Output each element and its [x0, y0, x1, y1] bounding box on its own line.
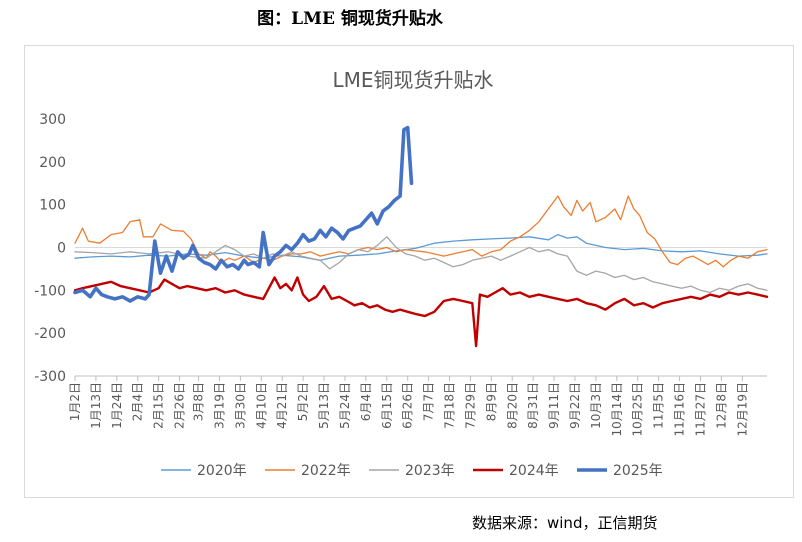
- series-line-2022年: [74, 195, 768, 268]
- y-tick-label: 100: [39, 198, 66, 214]
- x-tick-label: 10月3日: [589, 382, 603, 429]
- x-tick-label: 3月30日: [233, 382, 247, 429]
- series-lines: [73, 125, 769, 348]
- legend-label: 2022年: [301, 463, 351, 479]
- x-tick-label: 6月4日: [359, 382, 373, 421]
- x-tick-label: 1月24日: [110, 382, 124, 429]
- x-tick-label: 2月15日: [152, 382, 166, 429]
- source-note: 数据来源：wind，正信期货: [472, 514, 658, 532]
- x-axis: 1月2日 1月13日 1月24日 2月4日 2月15日 2月26日 3月8日 3月19日 3月3…: [68, 247, 767, 437]
- x-tick-label: 3月19日: [212, 382, 226, 429]
- x-tick-label: 5月2日: [296, 382, 310, 421]
- y-tick-label: 200: [39, 155, 66, 171]
- x-tick-label: 8月20日: [505, 382, 519, 429]
- x-tick-label: 12月8日: [714, 382, 728, 429]
- x-tick-label: 6月15日: [380, 382, 394, 429]
- x-tick-label: 9月11日: [547, 382, 561, 429]
- series-line-2023年: [74, 236, 768, 294]
- x-tick-label: 5月13日: [317, 382, 331, 429]
- x-tick-label: 7月29日: [463, 382, 477, 429]
- y-tick-label: -300: [34, 369, 66, 385]
- y-tick-label: 0: [57, 241, 66, 257]
- chart-frame: LME铜现货升贴水 300 200 100 0 -100 -200 -300 1月2日 1月1…: [24, 45, 794, 498]
- x-tick-label: 8月9日: [484, 382, 498, 421]
- x-tick-label: 7月18日: [443, 382, 457, 429]
- x-tick-label: 4月21日: [275, 382, 289, 429]
- series-line-2025年: [73, 125, 414, 303]
- x-tick-label: 8月31日: [526, 382, 540, 429]
- x-tick-label: 1月13日: [89, 382, 103, 429]
- x-tick-label: 1月2日: [68, 382, 82, 421]
- series-line-2024年: [73, 276, 769, 348]
- x-tick-label: 11月16日: [673, 382, 687, 437]
- legend-label: 2023年: [405, 463, 455, 479]
- x-tick-label: 11月5日: [652, 382, 666, 429]
- y-tick-label: 300: [39, 112, 66, 128]
- figure-title: 图：LME 铜现货升贴水: [257, 9, 443, 29]
- legend: 2020年 2022年 2023年 2024年 2025年: [161, 463, 663, 479]
- x-tick-label: 5月24日: [338, 382, 352, 429]
- x-tick-label: 11月27日: [693, 382, 707, 437]
- y-axis: 300 200 100 0 -100 -200 -300: [34, 112, 66, 385]
- x-tick-label: 6月26日: [401, 382, 415, 429]
- y-tick-label: -200: [34, 326, 66, 342]
- legend-label: 2025年: [613, 463, 663, 479]
- x-tick-label: 2月26日: [173, 382, 187, 429]
- x-tick-label: 2月4日: [131, 382, 145, 421]
- x-tick-label: 4月10日: [254, 382, 268, 429]
- x-tick-label: 10月14日: [610, 382, 624, 437]
- legend-label: 2020年: [197, 463, 247, 479]
- chart-title: LME铜现货升贴水: [332, 68, 493, 92]
- x-tick-label: 9月22日: [568, 382, 582, 429]
- legend-label: 2024年: [509, 463, 559, 479]
- x-tick-label: 12月19日: [735, 382, 749, 437]
- x-tick-label: 3月8日: [192, 382, 206, 421]
- x-tick-label: 10月25日: [631, 382, 645, 437]
- y-tick-label: -100: [34, 283, 66, 299]
- x-tick-label: 7月7日: [422, 382, 436, 421]
- line-chart: LME铜现货升贴水 300 200 100 0 -100 -200 -300 1月2日 1月1…: [34, 68, 769, 479]
